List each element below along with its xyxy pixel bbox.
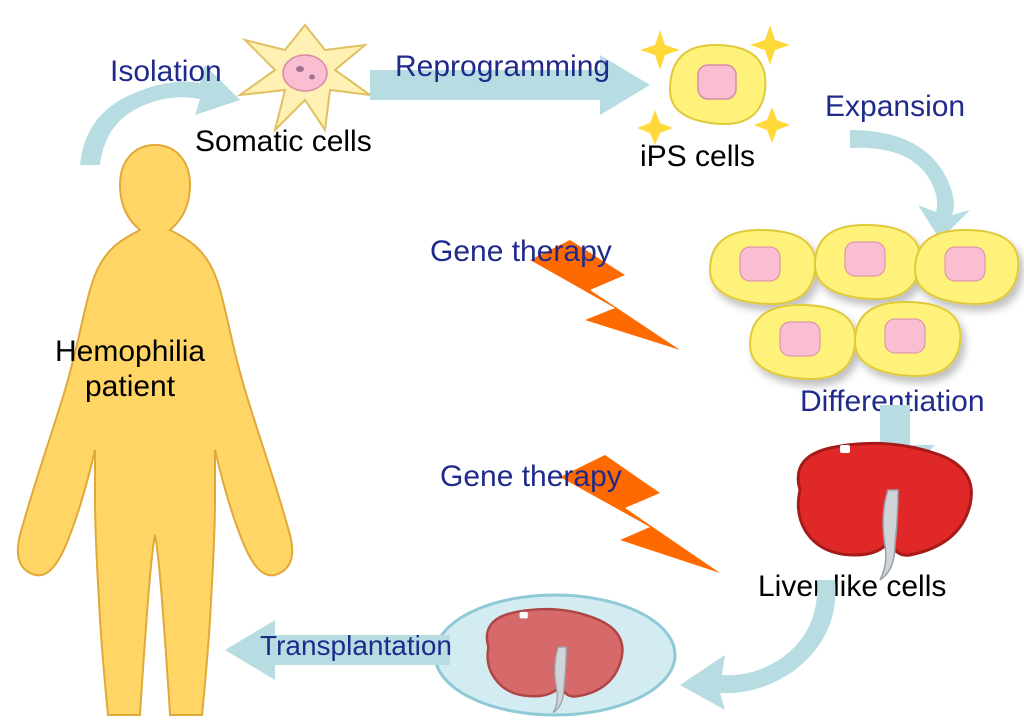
to-dish-arrow <box>675 575 845 715</box>
transplantation-label: Transplantation <box>260 630 452 662</box>
patient-label-line2: patient <box>85 370 175 403</box>
somatic-cell-icon <box>230 15 380 135</box>
ips-cell-icon <box>640 15 790 145</box>
gene-therapy-2-label: Gene therapy <box>440 460 622 494</box>
expansion-label: Expansion <box>825 90 965 124</box>
somatic-label: Somatic cells <box>195 125 372 159</box>
patient-label: Hemophilia patient <box>55 335 205 404</box>
reprogramming-label: Reprogramming <box>395 50 610 84</box>
cell-cluster-icon <box>700 215 1020 390</box>
gene-therapy-1-label: Gene therapy <box>430 235 612 269</box>
isolation-label: Isolation <box>110 55 222 89</box>
ips-label: iPS cells <box>640 140 755 174</box>
petri-dish-icon <box>430 590 680 720</box>
patient-label-line1: Hemophilia <box>55 335 205 368</box>
liver-icon <box>780 435 980 585</box>
